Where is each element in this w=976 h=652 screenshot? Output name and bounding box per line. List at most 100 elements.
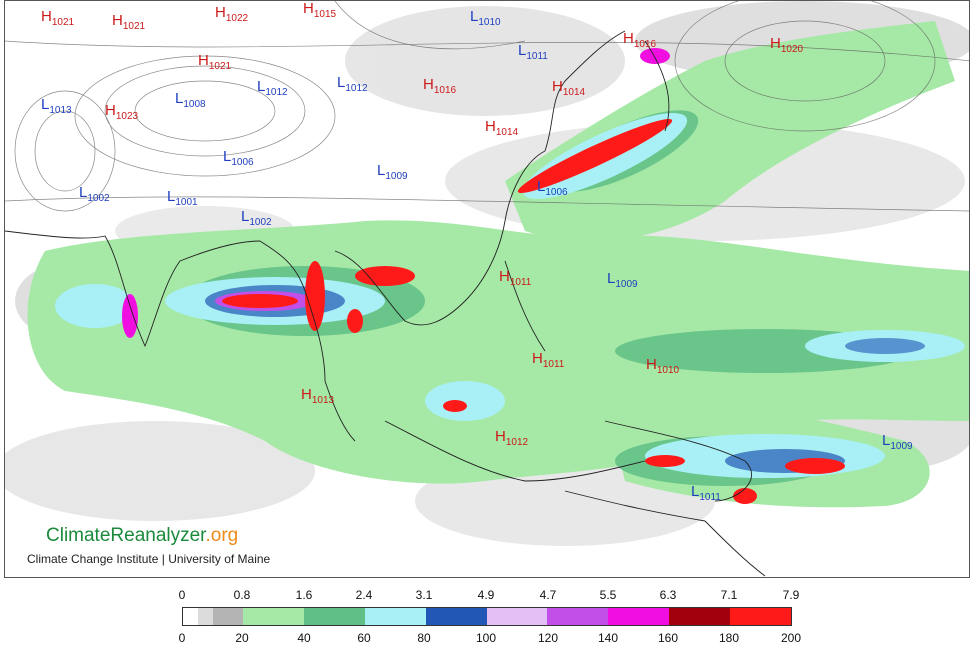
colorbar-tick-label: 120 [537, 631, 559, 645]
colorbar-segment [730, 608, 792, 625]
colorbar [182, 607, 792, 626]
pressure-value: 1002 [87, 193, 110, 204]
pressure-value: 1009 [890, 441, 913, 452]
pressure-value: 1014 [495, 127, 519, 138]
precipitation-map: H1021 H1021 H1022 H1021 L1010 L1011 H1016 L1012… [4, 0, 970, 578]
low-pressure-label: L1009 [377, 163, 408, 182]
high-pressure-label: H1016 [623, 31, 656, 50]
colorbar-segment [669, 608, 731, 625]
brand-subtitle: Climate Change Institute | University of… [27, 552, 271, 566]
colorbar-tick-label: 3.1 [415, 588, 433, 602]
colorbar-tick-label: 5.5 [599, 588, 617, 602]
high-pressure-label: H1011 [499, 269, 531, 288]
pressure-value: 1021 [51, 17, 75, 28]
high-pressure-label: H1021 [198, 53, 231, 72]
pressure-value: 1011 [542, 359, 565, 370]
colorbar-tick-label: 160 [657, 631, 679, 645]
pressure-type: H [423, 76, 434, 93]
pressure-type: L [691, 483, 700, 500]
low-pressure-label: L1008 [175, 91, 206, 110]
pressure-type: L [882, 432, 891, 449]
pressure-type: L [518, 42, 527, 59]
pressure-type: L [257, 78, 266, 95]
low-pressure-label: L1012 [337, 75, 368, 94]
pressure-type: H [623, 30, 634, 47]
high-pressure-label: H1020 [770, 36, 803, 55]
low-pressure-label: L1012 [257, 79, 288, 98]
pressure-type: H [215, 4, 226, 21]
colorbar-tick-label: 2.4 [355, 588, 373, 602]
low-pressure-label: L1002 [79, 185, 110, 204]
brand-logo: ClimateReanalyzer.org [46, 525, 238, 547]
low-pressure-label: L1010 [470, 9, 501, 28]
pressure-value: 1022 [225, 13, 249, 24]
extreme-precip-cores [122, 48, 845, 504]
pressure-value: 1001 [175, 197, 198, 208]
colorbar-tick-label: 0 [178, 588, 186, 602]
pressure-type: L [79, 184, 88, 201]
pressure-type: H [485, 118, 496, 135]
pressure-type: L [223, 148, 232, 165]
colorbar-tick-label: 20 [235, 631, 249, 645]
pressure-value: 1012 [265, 87, 288, 98]
pressure-value: 1020 [780, 44, 804, 55]
pressure-value: 1016 [433, 85, 457, 96]
brand-tld: .org [205, 525, 239, 546]
pressure-value: 1013 [311, 395, 335, 406]
colorbar-tick-label: 6.3 [659, 588, 677, 602]
high-pressure-label: H1011 [532, 351, 564, 370]
isobars [5, 1, 969, 212]
pressure-type: H [301, 386, 312, 403]
pressure-value: 1011 [526, 51, 548, 62]
pressure-type: L [377, 162, 386, 179]
high-pressure-label: H1016 [423, 77, 456, 96]
low-pressure-label: L1006 [537, 179, 568, 198]
colorbar-tick-label: 4.9 [477, 588, 495, 602]
pressure-value: 1006 [231, 157, 254, 168]
pressure-value: 1010 [656, 365, 680, 376]
brand-name: ClimateReanalyzer [46, 525, 206, 546]
colorbar-segment [242, 608, 304, 625]
pressure-value: 1008 [183, 99, 206, 110]
low-pressure-label: L1001 [167, 189, 198, 208]
pressure-type: H [770, 35, 781, 52]
colorbar-segment [183, 608, 198, 625]
low-pressure-label: L1002 [241, 209, 272, 228]
pressure-type: H [532, 350, 543, 367]
pressure-value: 1012 [505, 437, 529, 448]
low-pressure-label: L1011 [518, 43, 548, 62]
colorbar-segment [608, 608, 670, 625]
pressure-value: 1002 [249, 217, 272, 228]
pressure-value: 1011 [509, 277, 532, 288]
high-pressure-label: H1021 [112, 13, 145, 32]
colorbar-segment [303, 608, 365, 625]
pressure-type: H [552, 78, 563, 95]
colorbar-tick-label: 100 [475, 631, 497, 645]
pressure-type: L [167, 188, 176, 205]
high-pressure-label: H1021 [41, 9, 74, 28]
high-pressure-label: H1014 [485, 119, 518, 138]
colorbar-segment [197, 608, 213, 625]
colorbar-segment [547, 608, 609, 625]
pressure-type: H [495, 428, 506, 445]
pressure-type: L [537, 178, 546, 195]
pressure-type: L [470, 8, 479, 25]
high-pressure-label: H1015 [303, 1, 336, 20]
colorbar-segment [486, 608, 548, 625]
colorbar-segment [364, 608, 426, 625]
colorbar-tick-label: 0.8 [233, 588, 251, 602]
colorbar-tick-label: 180 [718, 631, 740, 645]
pressure-value: 1009 [615, 279, 638, 290]
pressure-value: 1013 [49, 105, 72, 116]
pressure-value: 1011 [699, 492, 721, 503]
colorbar-tick-label: 140 [597, 631, 619, 645]
pressure-type: L [41, 96, 50, 113]
pressure-value: 1012 [345, 83, 368, 94]
low-pressure-label: L1009 [607, 271, 638, 290]
colorbar-tick-label: 200 [780, 631, 802, 645]
pressure-value: 1014 [562, 87, 586, 98]
pressure-type: H [303, 0, 314, 17]
colorbar-tick-label: 4.7 [539, 588, 557, 602]
high-pressure-label: H1012 [495, 429, 528, 448]
pressure-value: 1021 [208, 61, 232, 72]
